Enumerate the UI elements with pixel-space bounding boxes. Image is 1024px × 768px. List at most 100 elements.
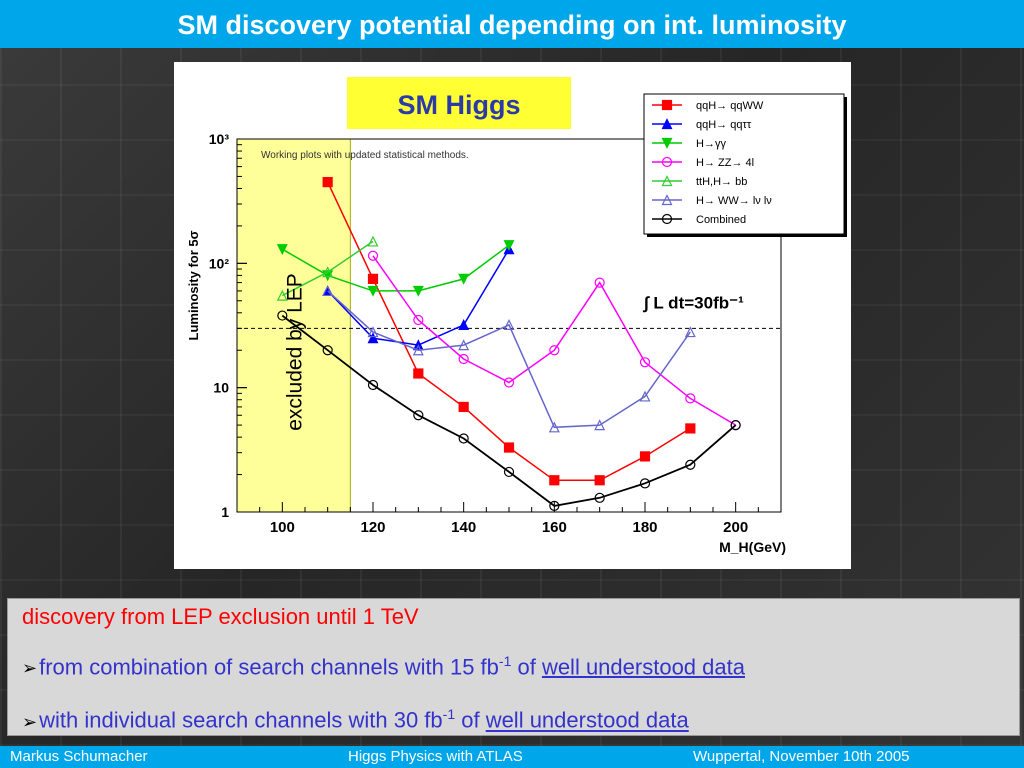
summary-line-combination: ➢from combination of search channels wit… — [22, 649, 1005, 680]
legend-marker-4 — [661, 156, 673, 168]
series-point-6 — [594, 419, 606, 431]
x-tick-label: 120 — [360, 519, 385, 536]
series-point-7 — [277, 310, 288, 321]
legend-box — [643, 93, 845, 235]
series-point-6 — [322, 285, 334, 297]
bullet-arrow-icon: ➢ — [22, 658, 38, 679]
reference-line-label: ∫ L dt=30fb⁻¹ — [642, 293, 744, 312]
series-point-1 — [458, 401, 469, 413]
series-line-7 — [281, 314, 737, 507]
series-point-4 — [639, 357, 651, 368]
series-point-6 — [458, 339, 470, 351]
footer-venue: Wuppertal, November 10th 2005 — [693, 748, 910, 765]
summary-line-individual: ➢with individual search channels with 30… — [22, 702, 1005, 733]
x-axis-label: M_H(GeV) — [719, 539, 786, 555]
x-tick-label: 100 — [270, 519, 295, 536]
series-point-3 — [276, 244, 288, 256]
series-point-6 — [503, 319, 515, 330]
series-point-5 — [276, 289, 288, 301]
individual-of: of — [455, 707, 486, 733]
legend-marker-3 — [661, 137, 673, 149]
y-tick-label: 10 — [213, 380, 229, 396]
series-point-3 — [367, 285, 379, 297]
series-point-1 — [367, 273, 379, 284]
series-point-7 — [549, 500, 560, 511]
footer-bar: Markus Schumacher Higgs Physics with ATL… — [0, 746, 1024, 768]
series-point-1 — [685, 423, 696, 434]
series-point-7 — [413, 410, 424, 421]
series-point-7 — [639, 478, 651, 489]
combination-link[interactable]: well understood data — [541, 654, 745, 680]
series-point-6 — [548, 421, 560, 433]
series-point-3 — [458, 273, 470, 285]
series-line-6 — [327, 290, 691, 429]
plot-frame: 100 120 140 160 180 200 1 10 10² 10³ M_H(GeV) Lumin… — [174, 62, 851, 569]
series-line-1 — [327, 181, 691, 482]
combination-exponent: -1 — [498, 653, 512, 669]
series-point-2 — [458, 319, 470, 330]
legend-marker-1 — [661, 99, 673, 111]
series-point-7 — [322, 345, 333, 356]
legend-label-6: H→ WW→ lν lν — [696, 195, 772, 207]
series-point-1 — [639, 451, 651, 462]
series-point-4 — [549, 345, 560, 356]
y-tick-label: 10² — [209, 255, 230, 271]
chart-title: SM Higgs — [397, 90, 520, 120]
series-line-3 — [281, 244, 510, 292]
series-point-7 — [367, 379, 379, 391]
legend-marker-7 — [661, 213, 673, 225]
series-point-6 — [639, 390, 651, 402]
chart-title-box — [347, 77, 571, 129]
slide-title: SM discovery potential depending on int.… — [0, 0, 1024, 48]
x-tick-label: 140 — [451, 519, 476, 536]
series-point-2 — [367, 332, 379, 344]
y-tick-label: 10³ — [209, 131, 230, 147]
summary-box: discovery from LEP exclusion until 1 TeV… — [7, 598, 1020, 736]
series-line-5 — [281, 240, 374, 297]
chart-note: Working plots with updated statistical m… — [261, 150, 469, 161]
luminosity-chart: 100 120 140 160 180 200 1 10 10² 10³ M_H(GeV) Lumin… — [186, 77, 847, 555]
x-tick-label: 180 — [632, 519, 657, 536]
series-point-6 — [412, 344, 424, 356]
series-point-1 — [549, 475, 560, 486]
x-tick-label: 160 — [542, 519, 567, 536]
series-point-4 — [685, 393, 696, 404]
series-point-6 — [367, 326, 379, 338]
series-point-1 — [594, 475, 605, 486]
series-point-7 — [594, 492, 605, 503]
series-point-4 — [594, 277, 605, 288]
y-tick-label: 1 — [221, 504, 229, 520]
series-point-3 — [412, 285, 424, 297]
series-point-5 — [367, 235, 379, 247]
individual-link[interactable]: well understood data — [485, 707, 689, 733]
legend-marker-2 — [661, 118, 673, 130]
legend-label-5: ttH,H→ bb — [696, 176, 747, 188]
series-line-2 — [327, 248, 510, 346]
series-point-1 — [503, 442, 515, 453]
y-axis-label: Luminosity for 5σ — [186, 230, 201, 340]
x-tick-label: 200 — [723, 519, 748, 536]
footer-author: Markus Schumacher — [10, 748, 148, 765]
series-point-6 — [684, 326, 696, 338]
lep-excluded-band — [236, 138, 351, 513]
series-point-7 — [685, 459, 696, 470]
series-point-4 — [413, 314, 424, 326]
series-point-7 — [503, 466, 515, 478]
legend-label-7: Combined — [696, 214, 746, 226]
series-point-4 — [458, 353, 469, 365]
series-point-3 — [503, 240, 515, 252]
bullet-arrow-icon: ➢ — [22, 711, 38, 732]
legend-label-1: qqH→ qqWW — [696, 100, 764, 112]
series-line-4 — [372, 255, 737, 426]
series-point-1 — [322, 177, 333, 188]
legend-marker-6 — [661, 194, 673, 206]
combination-text: from combination of search channels with… — [39, 654, 499, 680]
individual-exponent: -1 — [442, 706, 456, 723]
lep-band-label: excluded by LEP — [284, 273, 307, 431]
individual-text: with individual search channels with 30 … — [39, 707, 443, 733]
summary-line-lep: discovery from LEP exclusion until 1 TeV — [22, 604, 419, 629]
legend-marker-5 — [661, 175, 673, 187]
series-point-4 — [367, 250, 379, 261]
series-point-7 — [458, 433, 469, 444]
legend-label-2: qqH→ qqττ — [696, 119, 752, 131]
